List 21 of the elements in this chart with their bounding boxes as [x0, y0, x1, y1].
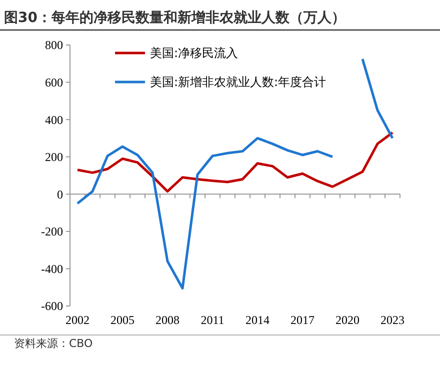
x-tick-label: 2023 [380, 313, 404, 327]
x-tick-label: 2005 [110, 313, 134, 327]
legend-label: 美国:净移民流入 [150, 46, 238, 60]
x-tick-label: 2020 [336, 313, 360, 327]
line-series [76, 131, 394, 193]
chart-title: 图30：每年的净移民数量和新增非农就业人数（万人） [4, 9, 346, 26]
text: 资料来源：CBO [14, 337, 94, 350]
y-tick-label: 800 [45, 38, 63, 52]
y-tick-label: -200 [41, 224, 63, 239]
y-tick-label: 200 [45, 150, 63, 164]
y-tick-label: -400 [41, 262, 63, 276]
x-tick-label: 2008 [156, 313, 180, 327]
x-tick-label: 2011 [200, 313, 224, 327]
x-tick-label: 2014 [246, 313, 270, 327]
x-tick-label: 2017 [290, 313, 314, 327]
y-tick-label: 400 [45, 112, 63, 127]
y-tick-label: -600 [41, 299, 63, 314]
x-tick-label: 2002 [66, 313, 90, 327]
y-tick-label: 600 [45, 75, 63, 90]
y-tick-label: 0 [57, 187, 63, 202]
legend-label: 美国:新增非农就业人数:年度合计 [150, 75, 326, 90]
